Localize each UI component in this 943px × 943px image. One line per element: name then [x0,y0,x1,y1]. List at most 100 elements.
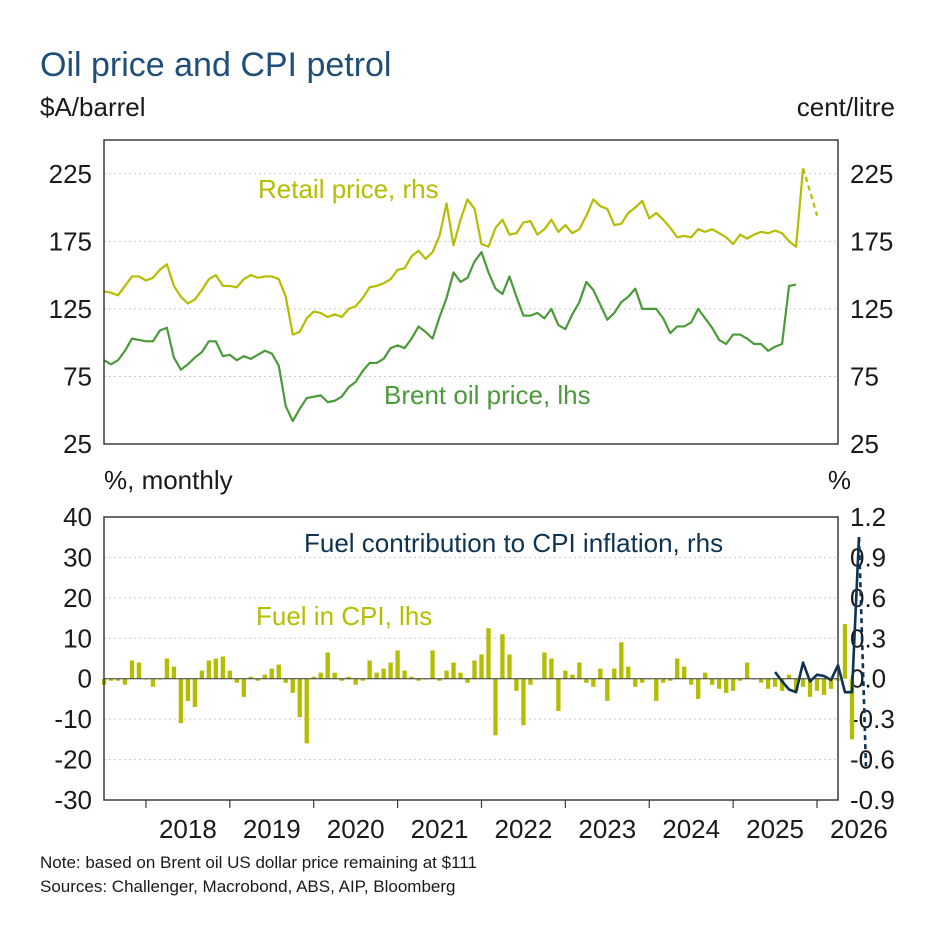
x-tick-label: 2021 [411,814,469,844]
fuel-cpi-bar [311,676,316,679]
fuel-cpi-bar [716,678,722,689]
fuel-contribution-forecast-line [857,537,868,767]
bottom-right-axis-unit: % [828,465,851,495]
bottom-left-tick-label: -20 [54,745,92,775]
x-tick-label: 2019 [243,814,301,844]
fuel-cpi-bar [744,662,750,679]
fuel-cpi-bar [220,656,226,679]
fuel-cpi-bar [430,650,435,679]
fuel-cpi-bar [821,678,827,695]
fuel-cpi-bar [241,678,246,697]
fuel-cpi-bar [136,662,142,679]
fuel-cpi-bar [633,678,638,687]
fuel-cpi-bar [807,678,813,697]
bottom-panel-frame [103,516,839,801]
fuel-cpi-bar [234,678,239,683]
fuel-cpi-bar [849,678,855,740]
fuel-cpi-bar [388,662,393,679]
fuel-cpi-bar [360,678,365,681]
fuel-cpi-bar [283,678,288,683]
top-panel-series [103,168,819,423]
top-right-tick-label: 75 [850,361,879,391]
fuel-cpi-bar [521,678,526,726]
fuel-cpi-bar [339,678,344,681]
top-panel-frame [103,139,839,445]
top-left-tick-label: 75 [63,361,92,391]
top-left-tick-label: 125 [49,294,92,324]
fuel-cpi-bar [828,678,834,689]
fuel-cpi-bar [493,678,498,736]
fuel-cpi-bar [164,658,170,679]
fuel-cpi-bar [451,662,456,679]
fuel-cpi-bar [416,678,421,681]
fuel-cpi-bar [129,660,135,679]
fuel-cpi-bar [115,678,121,681]
fuel-cpi-bar [723,678,729,693]
bottom-left-tick-label: 10 [63,623,92,653]
fuel-cpi-bar [479,654,484,679]
fuel-cpi-bar [549,658,554,679]
fuel-cpi-bar [346,676,351,679]
fuel-cpi-bar [437,678,442,681]
fuel-cpi-bar [793,678,799,691]
fuel-cpi-bar [248,676,253,679]
fuel-cpi-bar [668,678,673,681]
x-tick-label: 2022 [495,814,553,844]
fuel-cpi-bar [318,672,323,679]
fuel-cpi-bar [626,666,631,679]
fuel-cpi-bar [367,660,372,679]
fuel-cpi-bar [458,672,463,679]
bottom-right-tick-label: -0.3 [850,704,895,734]
x-tick-label: 2023 [578,814,636,844]
fuel-cpi-bar [178,678,184,724]
fuel-cpi-bar [199,670,205,679]
fuel-cpi-bar [814,678,820,691]
bottom-right-tick-label: -0.9 [850,785,895,815]
fuel-cpi-bar [786,674,792,679]
fuel-cpi-bar [528,678,533,685]
brent-oil-line [103,251,797,423]
x-tick-label: 2024 [662,814,720,844]
bottom-left-axis-unit: %, monthly [104,465,233,495]
top-left-tick-label: 25 [63,429,92,459]
fuel-cpi-bar [381,668,386,679]
fuel-cpi-bar [779,678,785,691]
fuel-cpi-bar [500,634,505,679]
fuel-cpi-bar [122,678,128,685]
fuel-cpi-bar [213,658,219,679]
fuel-cpi-bar [605,678,610,701]
bottom-left-tick-label: -10 [54,704,92,734]
fuel-cpi-bar [591,678,596,687]
fuel-cpi-bar [374,672,379,679]
top-panel-tick-labels: 25 25 75 75 125 125 175 175 225 225 [49,159,894,459]
fuel-cpi-bar [842,624,848,679]
retail-price-forecast-line [801,168,819,216]
fuel-cpi-bar [507,654,512,679]
fuel-cpi-bar [185,678,191,701]
top-left-tick-label: 175 [49,226,92,256]
bottom-right-tick-label: 0.0 [850,664,886,694]
chart-sources: Sources: Challenger, Macrobond, ABS, AIP… [40,877,456,896]
bottom-left-tick-label: 30 [63,542,92,572]
fuel-cpi-bar [444,670,449,679]
x-tick-label: 2026 [830,814,888,844]
fuel-cpi-bar [556,678,561,712]
fuel-cpi-bar [486,628,491,679]
fuel-cpi-bar [325,652,330,679]
fuel-contribution-line [774,537,861,694]
fuel-cpi-bar [108,678,114,681]
fuel-cpi-bar [353,678,358,685]
fuel-cpi-bar [619,642,624,679]
fuel-cpi-bar [598,668,603,679]
fuel-cpi-bar [395,650,400,679]
brent-series-label: Brent oil price, lhs [384,380,591,410]
fuel-cpi-bar [150,678,156,687]
bottom-right-tick-label: 0.9 [850,542,886,572]
fuel-cpi-bar [710,678,715,685]
x-axis: 2018 2019 2020 2021 2022 2023 2024 2025 2026 [145,800,888,844]
fuel-cpi-bar [675,658,680,679]
fuel-cpi-bar [472,660,477,679]
fuel-cpi-bars [101,624,855,744]
fuel-cpi-bar [661,678,666,683]
